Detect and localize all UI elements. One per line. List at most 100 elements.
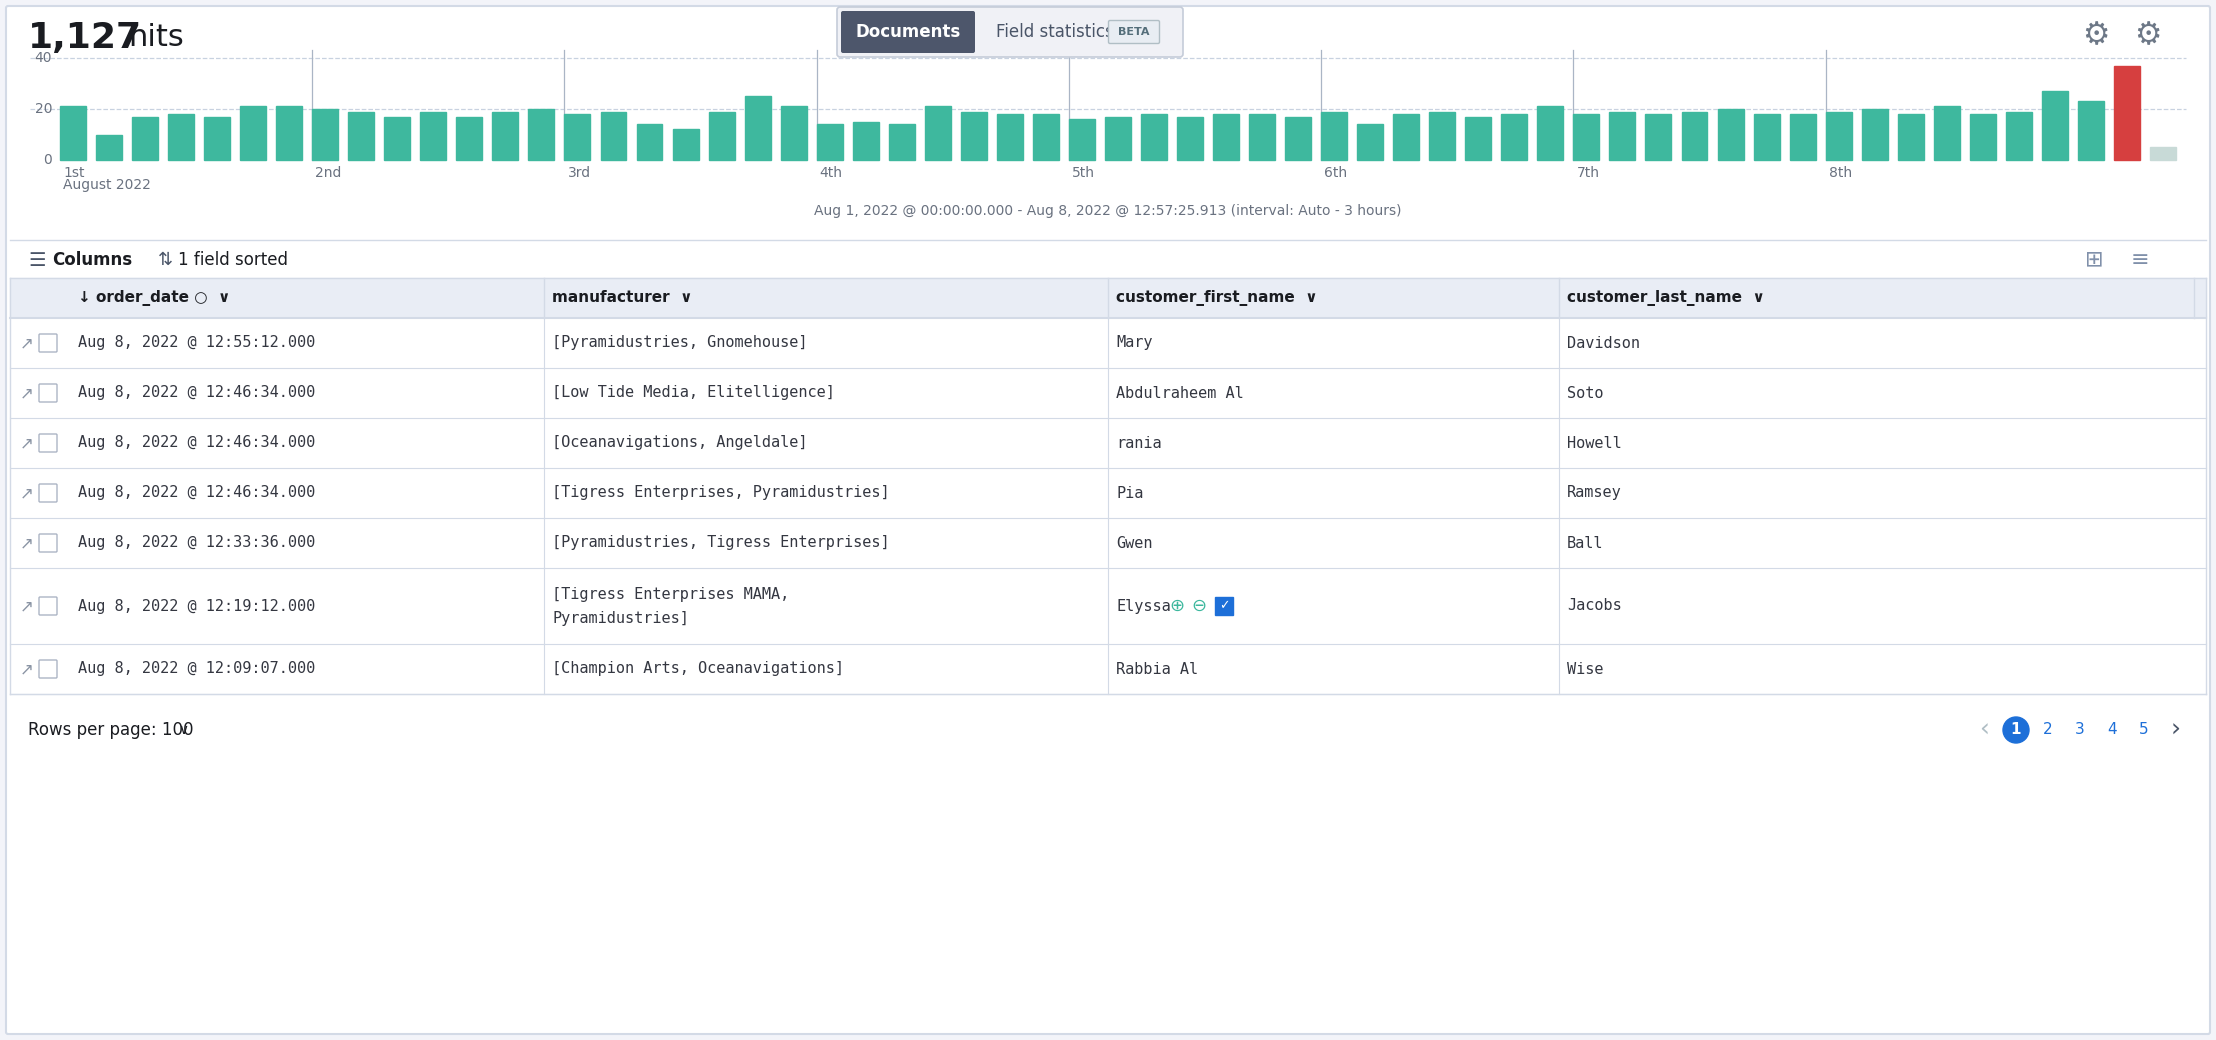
Text: [Pyramidustries, Tigress Enterprises]: [Pyramidustries, Tigress Enterprises] (552, 536, 891, 550)
Text: ↗: ↗ (20, 660, 33, 678)
Text: [Tigress Enterprises, Pyramidustries]: [Tigress Enterprises, Pyramidustries] (552, 486, 891, 500)
Bar (456, 116, 483, 160)
FancyBboxPatch shape (40, 484, 58, 502)
Bar (421, 111, 445, 160)
Text: ›: › (2172, 718, 2181, 742)
Text: 40: 40 (35, 51, 51, 64)
Bar (1429, 111, 1456, 160)
Text: Aug 8, 2022 @ 12:09:07.000: Aug 8, 2022 @ 12:09:07.000 (78, 661, 315, 676)
Bar (1682, 111, 1709, 160)
Bar (239, 106, 266, 160)
Bar (674, 129, 698, 160)
Bar (1141, 114, 1168, 160)
Bar (312, 109, 339, 160)
Text: manufacturer  ∨: manufacturer ∨ (552, 290, 694, 306)
Bar (565, 114, 589, 160)
Text: [Oceanavigations, Angeldale]: [Oceanavigations, Angeldale] (552, 436, 807, 450)
Text: [Pyramidustries, Gnomehouse]: [Pyramidustries, Gnomehouse] (552, 336, 807, 350)
Text: ↗: ↗ (20, 334, 33, 352)
Bar (1646, 114, 1671, 160)
Bar (2079, 101, 2103, 160)
FancyBboxPatch shape (842, 11, 975, 53)
Text: rania: rania (1117, 436, 1161, 450)
Text: Aug 8, 2022 @ 12:46:34.000: Aug 8, 2022 @ 12:46:34.000 (78, 386, 315, 400)
Bar (1538, 106, 1562, 160)
Text: 1st: 1st (62, 166, 84, 180)
Text: ↓ order_date ○  ∨: ↓ order_date ○ ∨ (78, 290, 230, 306)
Text: Aug 1, 2022 @ 00:00:00.000 - Aug 8, 2022 @ 12:57:25.913 (interval: Auto - 3 hour: Aug 1, 2022 @ 00:00:00.000 - Aug 8, 2022… (813, 204, 1403, 218)
Bar (1356, 125, 1383, 160)
Bar (1033, 114, 1059, 160)
Text: ‹: ‹ (1979, 718, 1990, 742)
Text: ✓: ✓ (1219, 599, 1230, 613)
Bar (1465, 116, 1491, 160)
Text: Elyssa: Elyssa (1117, 598, 1170, 614)
Bar (1897, 114, 1923, 160)
Bar (492, 111, 519, 160)
Text: 3rd: 3rd (567, 166, 592, 180)
Bar (60, 106, 86, 160)
Text: 1 field sorted: 1 field sorted (177, 251, 288, 269)
Text: Mary: Mary (1117, 336, 1152, 350)
Bar (1970, 114, 1997, 160)
Text: [Low Tide Media, Elitelligence]: [Low Tide Media, Elitelligence] (552, 386, 835, 400)
Bar (11, 318, 2205, 368)
Text: ⚙: ⚙ (2083, 22, 2110, 51)
Text: ≡: ≡ (2132, 250, 2150, 270)
Text: [Tigress Enterprises MAMA,: [Tigress Enterprises MAMA, (552, 587, 789, 601)
Text: ∨: ∨ (177, 723, 188, 737)
Text: customer_last_name  ∨: customer_last_name ∨ (1567, 290, 1764, 306)
Bar (636, 125, 663, 160)
Bar (1791, 114, 1815, 160)
Bar (962, 111, 986, 160)
FancyBboxPatch shape (838, 7, 1183, 57)
Text: 5th: 5th (1073, 166, 1095, 180)
Bar (1212, 114, 1239, 160)
Bar (1321, 111, 1347, 160)
Bar (709, 111, 733, 160)
Text: 4: 4 (2107, 723, 2116, 737)
Text: Aug 8, 2022 @ 12:19:12.000: Aug 8, 2022 @ 12:19:12.000 (78, 598, 315, 614)
Bar (1753, 114, 1779, 160)
Text: Davidson: Davidson (1567, 336, 1640, 350)
Text: Documents: Documents (855, 23, 960, 41)
FancyBboxPatch shape (40, 597, 58, 615)
Bar (1177, 116, 1203, 160)
Bar (1717, 109, 1744, 160)
Text: Rows per page: 100: Rows per page: 100 (29, 721, 193, 739)
Text: ⊞: ⊞ (2085, 250, 2103, 270)
Text: 1: 1 (2010, 723, 2021, 737)
Text: Aug 8, 2022 @ 12:55:12.000: Aug 8, 2022 @ 12:55:12.000 (78, 336, 315, 350)
Bar (1573, 114, 1600, 160)
Bar (11, 518, 2205, 568)
Text: ⊕: ⊕ (1170, 597, 1183, 615)
Bar (1609, 111, 1635, 160)
Text: Soto: Soto (1567, 386, 1604, 400)
Text: 4th: 4th (820, 166, 842, 180)
Bar (11, 644, 2205, 694)
Bar (2041, 92, 2068, 160)
Text: ↗: ↗ (20, 434, 33, 452)
Bar (2114, 66, 2141, 160)
Bar (1394, 114, 1418, 160)
Bar (168, 114, 195, 160)
FancyBboxPatch shape (40, 534, 58, 552)
Text: 5: 5 (2138, 723, 2150, 737)
Text: ↗: ↗ (20, 384, 33, 402)
Text: ⊖: ⊖ (1190, 597, 1206, 615)
Bar (1502, 114, 1527, 160)
Text: ⚙: ⚙ (2134, 22, 2161, 51)
Bar (527, 109, 554, 160)
FancyBboxPatch shape (40, 434, 58, 452)
Text: [Champion Arts, Oceanavigations]: [Champion Arts, Oceanavigations] (552, 661, 844, 676)
Text: ⇅: ⇅ (157, 251, 173, 269)
FancyBboxPatch shape (1108, 21, 1159, 44)
Text: ↗: ↗ (20, 597, 33, 615)
Bar (889, 125, 915, 160)
Text: 0: 0 (44, 153, 51, 167)
Text: ☰: ☰ (29, 251, 47, 269)
Bar (853, 122, 880, 160)
Ellipse shape (2003, 717, 2030, 743)
Bar (2005, 111, 2032, 160)
Bar (133, 116, 157, 160)
